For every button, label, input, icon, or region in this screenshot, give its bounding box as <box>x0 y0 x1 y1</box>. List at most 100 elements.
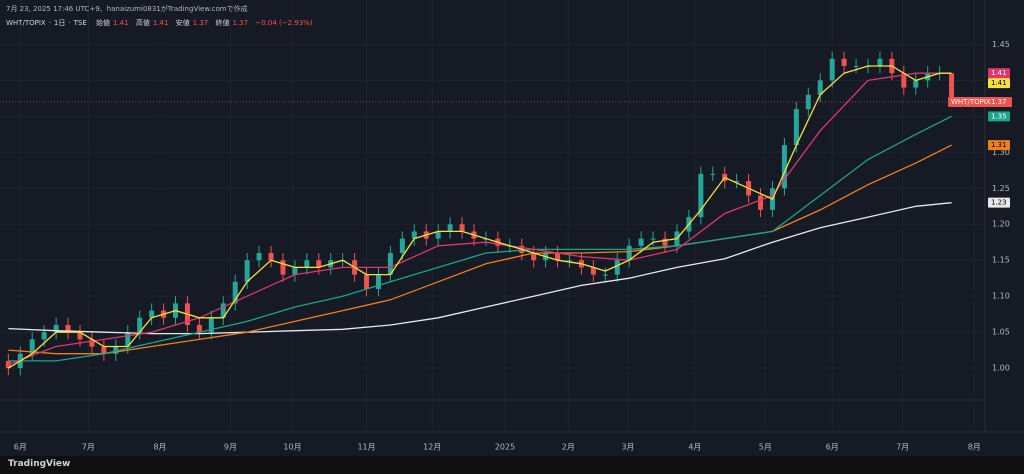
candle-body <box>375 274 381 289</box>
close-value: 1.37 <box>232 19 249 27</box>
candle-body <box>435 231 441 239</box>
x-tick-label: 10月 <box>283 443 301 452</box>
candle-body <box>817 80 823 95</box>
y-tick-label: 1.30 <box>992 148 1010 157</box>
open-value: 1.41 <box>113 19 129 27</box>
candle-body <box>364 274 370 289</box>
candle-body <box>555 253 561 261</box>
candle-body <box>793 109 799 146</box>
candle-body <box>841 58 847 66</box>
candle-body <box>567 260 573 262</box>
y-tick-label: 1.15 <box>992 256 1010 265</box>
marks <box>0 51 985 376</box>
candle-body <box>113 346 119 354</box>
high-value: 1.41 <box>152 19 169 27</box>
candle-body <box>829 58 835 81</box>
candle-body <box>304 260 310 268</box>
candle-body <box>244 260 250 282</box>
y-tick-label: 1.20 <box>992 220 1010 229</box>
low-value: 1.37 <box>192 19 209 27</box>
moving-average <box>8 72 952 366</box>
candle-body <box>29 339 35 354</box>
change: −0.04 (−2.93%) <box>255 19 313 27</box>
high-label: 高値 <box>135 19 150 27</box>
series-end-label: 1.31 <box>991 141 1007 149</box>
candle-body <box>853 65 859 67</box>
candle-body <box>913 80 919 88</box>
series-end-label: 1.41 <box>991 69 1007 77</box>
labels: 1.001.051.101.151.201.251.301.351.401.45… <box>14 40 1012 452</box>
y-tick-label: 1.00 <box>992 364 1010 373</box>
candle-body <box>41 332 47 340</box>
y-tick-label: 1.45 <box>992 40 1010 49</box>
series-end-box <box>988 111 1010 122</box>
candle-body <box>101 346 107 354</box>
candle-body <box>77 332 83 340</box>
open-label: 始値 <box>96 19 111 27</box>
x-tick-label: 7月 <box>896 443 909 452</box>
candle-body <box>531 253 537 261</box>
candle-body <box>232 281 238 304</box>
candle-body <box>949 73 955 102</box>
candle-body <box>220 303 226 318</box>
symbol: WHT/TOPIX <box>6 19 46 27</box>
x-tick-label: 7月 <box>82 443 95 452</box>
candle-body <box>734 181 740 183</box>
x-tick-label: 12月 <box>423 443 441 452</box>
moving-average <box>8 202 952 335</box>
candle-body <box>316 260 322 268</box>
candle-body <box>292 267 298 275</box>
moving-average <box>8 115 952 362</box>
last-price-box <box>948 96 1012 107</box>
candle-body <box>208 317 214 333</box>
moving-average <box>8 144 952 355</box>
y-tick-label: 1.05 <box>992 328 1010 337</box>
candle-body <box>662 238 668 246</box>
candle-body <box>590 267 596 275</box>
x-tick-label: 6月 <box>826 443 839 452</box>
series-end-box <box>988 197 1010 208</box>
x-tick-label: 11月 <box>357 443 375 452</box>
interval: 1日 <box>53 19 66 27</box>
series-end-label: 1.41 <box>991 79 1007 87</box>
candle-body <box>614 260 620 275</box>
sep: · <box>68 19 71 27</box>
candle-body <box>447 224 453 232</box>
y-tick-label: 1.10 <box>992 292 1010 301</box>
low-label: 安値 <box>175 19 190 27</box>
x-tick-label: 2月 <box>562 443 575 452</box>
exchange: TSE <box>73 19 87 27</box>
candle-body <box>149 310 155 318</box>
brand: TradingView <box>8 459 71 469</box>
candle-body <box>137 317 143 333</box>
candle-body <box>602 274 608 276</box>
candle-body <box>638 238 644 246</box>
candle-body <box>196 324 202 333</box>
x-tick-label: 3月 <box>621 443 634 452</box>
candle-body <box>698 173 704 218</box>
symbol-tag: WHT/TOPIX <box>951 98 991 106</box>
candle-body <box>411 231 417 239</box>
x-tick-label: 9月 <box>224 443 237 452</box>
series-end-label: 1.23 <box>991 199 1007 207</box>
footer <box>0 456 1024 474</box>
candle-body <box>399 238 405 254</box>
last-price-label: 1.37 <box>991 98 1007 106</box>
sep: · <box>48 19 51 27</box>
candle-body <box>89 339 95 347</box>
x-tick-label: 8月 <box>968 443 981 452</box>
candle-body <box>877 58 883 66</box>
candle-body <box>650 238 656 240</box>
candle-body <box>758 195 764 210</box>
candle-body <box>626 245 632 261</box>
candle-body <box>459 224 465 232</box>
candle-body <box>53 324 59 333</box>
candle-body <box>268 253 274 261</box>
caption: 7月 23, 2025 17:46 UTC+9、hanaizumi0831がTr… <box>6 5 248 13</box>
close-label: 終値 <box>215 19 230 27</box>
series-end-label: 1.35 <box>991 112 1007 120</box>
candle-body <box>710 173 716 175</box>
